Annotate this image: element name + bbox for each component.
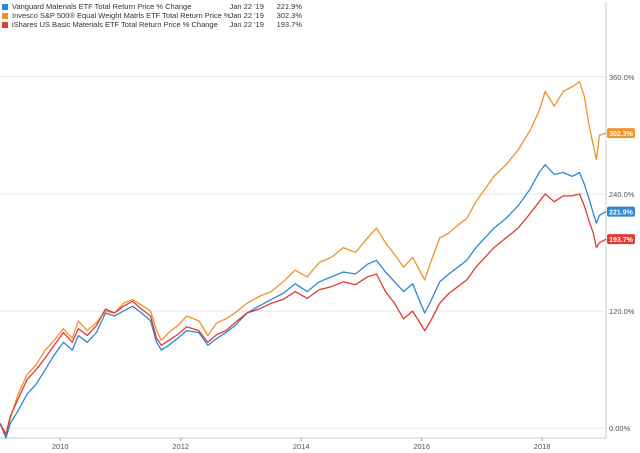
legend-value: 302.3% (276, 11, 302, 20)
gridlines (0, 76, 606, 429)
end-labels: 302.3% 221.9% 193.7% (607, 128, 635, 245)
legend-item[interactable]: Vanguard Materials ETF Total Return Pric… (2, 2, 302, 11)
legend: Vanguard Materials ETF Total Return Pric… (2, 2, 302, 29)
series-line (0, 164, 607, 439)
end-label-text: 193.7% (609, 237, 634, 244)
series-lines (0, 81, 607, 439)
end-label-badge (607, 234, 635, 245)
x-tick-label: 2016 (413, 442, 430, 451)
legend-series-name: Invesco S&P 500® Equal Weight Matrls ETF… (12, 11, 230, 20)
legend-swatch (2, 21, 8, 28)
legend-value: 221.9% (276, 2, 302, 11)
x-tick-label: 2014 (293, 442, 310, 451)
series-line (0, 193, 607, 435)
x-tick-label: 2010 (52, 442, 69, 451)
y-tick-label: 240.0% (609, 190, 635, 199)
x-tick-label: 2012 (172, 442, 189, 451)
end-label-text: 221.9% (609, 210, 634, 217)
legend-swatch (2, 12, 8, 19)
legend-series-name: Vanguard Materials ETF Total Return Pric… (12, 2, 192, 11)
x-tick-label: 2018 (534, 442, 551, 451)
y-tick-label: 360.0% (609, 73, 635, 82)
legend-value: 193.7% (276, 20, 302, 29)
legend-date: Jan 22 '19 (229, 11, 264, 20)
legend-series-name: iShares US Basic Materials ETF Total Ret… (12, 20, 218, 29)
end-label-badge (607, 128, 635, 139)
legend-date: Jan 22 '19 (229, 2, 264, 11)
y-tick-label: 0.00% (609, 424, 631, 433)
legend-date: Jan 22 '19 (229, 20, 264, 29)
legend-swatch (2, 3, 8, 10)
legend-item[interactable]: iShares US Basic Materials ETF Total Ret… (2, 20, 302, 29)
end-label-text: 302.3% (609, 131, 634, 138)
legend-item[interactable]: Invesco S&P 500® Equal Weight Matrls ETF… (2, 11, 302, 20)
series-line (0, 81, 607, 437)
y-tick-label: 120.0% (609, 307, 635, 316)
end-label-badge (607, 206, 635, 217)
